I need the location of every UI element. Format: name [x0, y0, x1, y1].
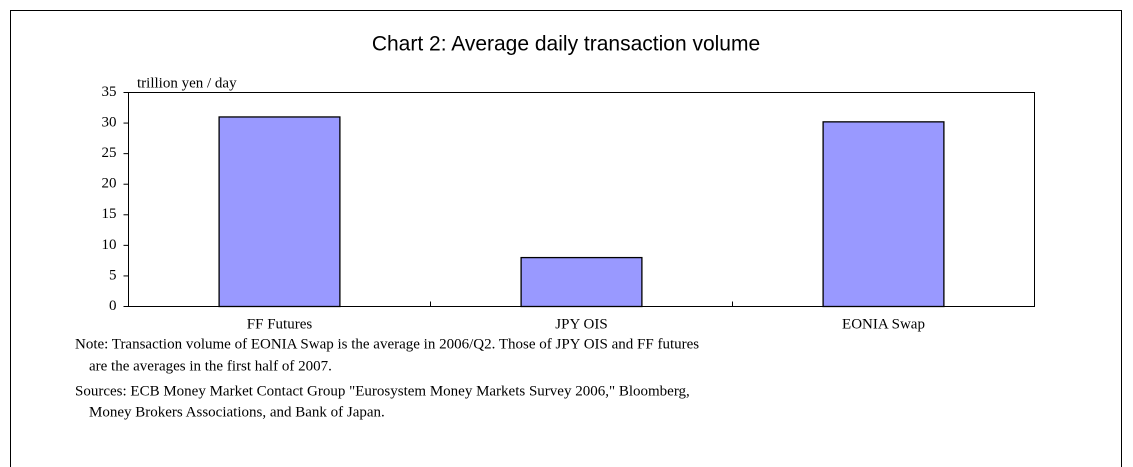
x-tick-label: EONIA Swap: [842, 316, 925, 332]
y-tick-label: 5: [109, 267, 117, 283]
y-tick-label: 15: [102, 206, 117, 222]
note: Note: Transaction volume of EONIA Swap i…: [75, 336, 699, 352]
bar: [520, 256, 643, 308]
note: Money Brokers Associations, and Bank of …: [89, 404, 385, 420]
note: Sources: ECB Money Market Contact Group …: [75, 383, 690, 399]
x-tick-label: JPY OIS: [555, 316, 607, 332]
y-tick-label: 0: [109, 298, 117, 314]
note: are the averages in the first half of 20…: [89, 358, 332, 374]
y-tick-label: 20: [102, 176, 117, 192]
x-tick-label: FF Futures: [247, 316, 313, 332]
bar: [822, 121, 945, 308]
chart-title: Chart 2: Average daily transaction volum…: [372, 33, 760, 56]
y-tick-label: 10: [102, 237, 117, 253]
bar: [218, 116, 341, 308]
y-axis-label: trillion yen / day: [137, 75, 237, 91]
y-tick-label: 35: [102, 84, 117, 100]
frame: [10, 10, 1122, 467]
y-tick-label: 30: [102, 115, 117, 131]
y-tick-label: 25: [102, 145, 117, 161]
